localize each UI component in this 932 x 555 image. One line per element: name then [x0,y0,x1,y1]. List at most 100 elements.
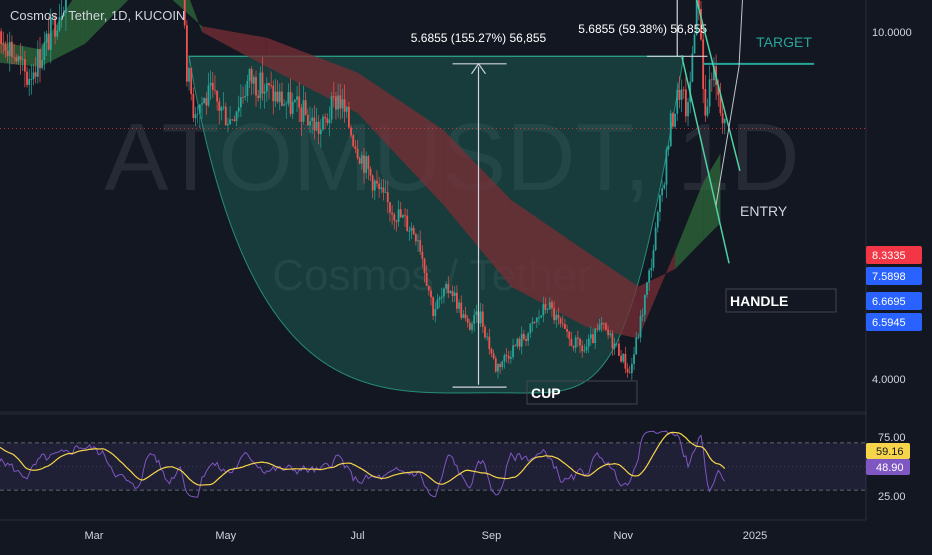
candle-body [358,158,361,164]
candle-body [605,323,607,330]
candle-body [317,121,320,135]
candle-body [395,220,398,222]
candle-body [481,311,484,327]
candle-body [540,315,543,318]
candle-body [423,258,426,273]
candle-body [4,44,7,51]
candle-body [484,326,486,338]
candle-body [641,314,644,316]
candle-body [574,337,577,348]
candle-body [369,168,372,176]
candle-body [304,100,307,115]
candle-body [214,89,216,91]
candle-body [209,82,212,86]
candle-body [684,89,687,117]
candle-body [589,334,592,339]
chart-title: Cosmos / Tether, 1D, KUCOIN [10,8,186,23]
candle-body [499,364,502,368]
candle-body [566,328,568,332]
candle-body [293,99,296,102]
candle-body [397,209,400,222]
candle-body [406,215,409,231]
candle-body [389,202,391,213]
candle-body [278,91,281,102]
candle-body [300,107,303,122]
candle-body [520,333,523,347]
candle-body [237,107,240,112]
candle-body [367,156,370,169]
candle-body [365,156,368,173]
candle-body [473,314,476,325]
candle-body [380,187,383,189]
candle-body [674,113,676,127]
candle-body [596,328,599,330]
candle-body [518,338,521,347]
candle-body [451,291,454,296]
candle-body [663,184,666,189]
candle-body [335,96,337,110]
candle-body [347,106,350,128]
candle-body [449,291,452,294]
candle-body [404,215,406,217]
candle-body [615,343,618,345]
candle-body [270,85,273,86]
candle-body [248,69,251,81]
candle-body [17,56,20,62]
candle-body [676,89,679,114]
candle-body [697,0,700,9]
candle-body [203,98,206,104]
candle-body [322,116,324,130]
candle-body [488,336,491,350]
candle-body [464,314,467,319]
candle-body [609,333,612,336]
price-tag-bg [866,313,922,331]
candle-body [717,85,720,96]
candle-body [11,41,13,57]
candle-body [620,355,622,362]
candle-body [52,16,54,18]
candle-body [602,322,605,324]
ma-cloud-segment [586,251,639,339]
target-label: TARGET [756,34,812,50]
candle-body [259,72,262,99]
candle-body [265,83,268,92]
candle-body [408,230,411,232]
candle-body [233,119,236,121]
candle-body [447,283,450,294]
candle-body [43,42,46,61]
candle-body [421,251,424,259]
candle-body [600,322,603,325]
time-axis-tick: Mar [85,530,104,542]
candle-body [183,0,186,26]
candle-body [274,91,277,102]
candle-body [341,99,344,109]
candle-body [440,296,443,298]
candle-body [384,192,387,194]
candle-body [244,95,247,98]
candle-body [36,49,39,77]
measure-label-cup: 5.6855 (155.27%) 56,855 [411,31,547,45]
candle-body [393,214,396,221]
candle-body [60,15,63,18]
candle-body [13,56,15,58]
candle-body [700,8,702,40]
candle-body [261,72,264,94]
candle-body [471,324,473,330]
candle-body [466,318,469,323]
ma-cloud-segment [357,72,444,206]
candle-body [531,321,534,324]
candle-body [564,324,566,329]
candle-body [194,114,197,119]
candle-body [648,270,651,283]
candle-body [475,311,478,315]
candle-body [30,78,33,80]
candle-body [410,227,413,231]
candle-body [432,297,435,316]
candle-body [252,77,255,84]
candles-group [0,0,726,380]
candle-body [339,95,342,109]
candle-body [287,92,290,104]
candle-body [296,96,298,100]
candle-body [680,89,683,100]
candle-body [542,304,545,316]
